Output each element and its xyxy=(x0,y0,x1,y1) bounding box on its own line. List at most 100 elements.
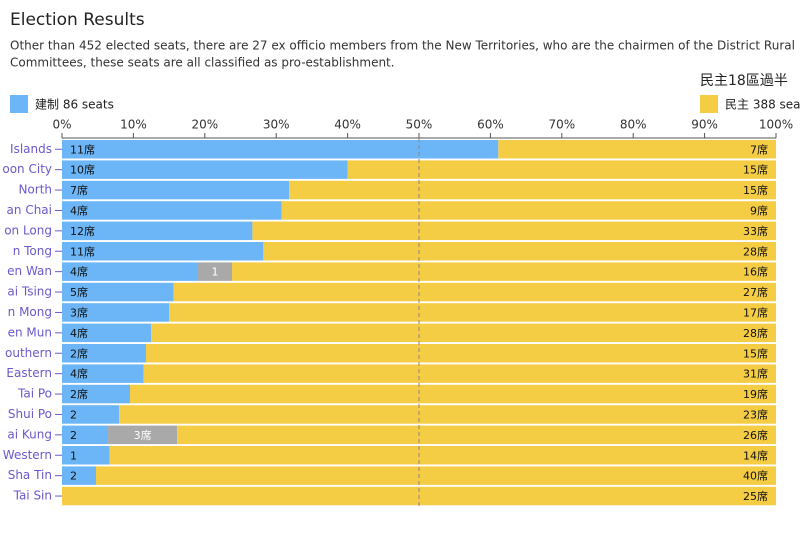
chart-title: Election Results xyxy=(10,10,145,30)
x-tick-label: 30% xyxy=(263,118,290,132)
bar-segment xyxy=(109,446,777,465)
y-tick-label: outhern xyxy=(5,346,52,360)
bar-segment xyxy=(62,201,282,220)
data-label: 28席 xyxy=(743,244,768,258)
bar-segment xyxy=(62,303,170,322)
bar-segment xyxy=(62,140,499,159)
legend-label: 建制 86 seats xyxy=(35,98,114,112)
data-label: 19席 xyxy=(743,387,768,401)
legend-swatch xyxy=(700,95,718,113)
legend-swatch xyxy=(10,95,28,113)
bar-segment xyxy=(151,323,776,343)
bar-segment xyxy=(108,425,178,445)
bar-segment xyxy=(62,405,120,424)
y-tick-label: Tai Sin xyxy=(13,489,52,503)
data-label: 12席 xyxy=(70,224,95,238)
y-tick-label: an Chai xyxy=(7,203,52,217)
data-label: 7席 xyxy=(750,142,768,156)
bar-segment xyxy=(62,160,348,179)
y-tick-label: en Mun xyxy=(8,325,52,339)
bar-segment xyxy=(62,180,290,200)
data-label: 15席 xyxy=(743,346,768,360)
bar-segment xyxy=(177,425,777,445)
bar-segment xyxy=(62,282,174,302)
bar-segment xyxy=(232,262,776,281)
data-label: 4席 xyxy=(70,203,88,217)
data-label: 10席 xyxy=(70,163,95,177)
bar-segment xyxy=(173,282,776,302)
subtitle: Committees, these seats are all classifi… xyxy=(10,56,395,70)
data-label: 15席 xyxy=(743,183,768,197)
data-label: 1 xyxy=(212,266,219,279)
data-label: 26席 xyxy=(743,428,768,442)
data-label: 31席 xyxy=(743,367,768,381)
data-label: 2 xyxy=(70,408,77,421)
data-label: 11席 xyxy=(70,244,95,258)
y-tick-label: Western xyxy=(3,448,52,462)
bar-segment xyxy=(119,405,777,424)
x-tick-label: 20% xyxy=(191,118,218,132)
y-tick-label: Tai Po xyxy=(17,387,52,401)
data-label: 2 xyxy=(70,429,77,442)
legend-title: 民主18區過半 xyxy=(700,73,788,89)
bar-segment xyxy=(62,323,152,343)
x-tick-label: 70% xyxy=(548,118,575,132)
x-tick-label: 10% xyxy=(120,118,147,132)
y-tick-label: Sha Tin xyxy=(8,468,52,482)
data-label: 3席 xyxy=(70,305,88,319)
bar-segment xyxy=(281,201,776,220)
data-label: 40席 xyxy=(743,469,768,483)
x-tick-label: 90% xyxy=(691,118,718,132)
bar-segment xyxy=(62,446,110,465)
data-label: 1 xyxy=(70,449,77,462)
x-tick-label: 50% xyxy=(406,118,433,132)
data-label: 15席 xyxy=(743,163,768,177)
bar-segment xyxy=(62,344,146,363)
y-tick-label: North xyxy=(18,183,52,197)
y-tick-label: Eastern xyxy=(6,366,52,380)
bar-segment xyxy=(62,221,253,241)
bar-segment xyxy=(143,364,777,383)
bar-segment xyxy=(62,384,130,404)
bar-segment xyxy=(347,160,776,179)
bar-segment xyxy=(62,364,144,383)
bar-segment xyxy=(146,344,776,363)
bar-segment xyxy=(263,242,776,261)
y-tick-label: en Wan xyxy=(7,264,52,278)
data-label: 27席 xyxy=(743,285,768,299)
data-label: 11席 xyxy=(70,142,95,156)
data-label: 2席 xyxy=(70,346,88,360)
y-tick-label: Shui Po xyxy=(8,407,52,421)
x-tick-label: 100% xyxy=(759,118,793,132)
bar-segment xyxy=(96,466,776,485)
data-label: 3席 xyxy=(134,428,152,442)
data-label: 7席 xyxy=(70,183,88,197)
x-tick-label: 40% xyxy=(334,118,361,132)
y-tick-label: ai Kung xyxy=(7,427,52,441)
y-tick-label: Islands xyxy=(10,142,52,156)
y-tick-label: on Long xyxy=(4,223,52,237)
data-label: 4席 xyxy=(70,265,88,279)
bar-segment xyxy=(130,384,776,404)
data-label: 16席 xyxy=(743,265,768,279)
bar-segment xyxy=(498,140,776,159)
data-label: 4席 xyxy=(70,367,88,381)
legend-label: 民主 388 sea xyxy=(725,98,800,112)
data-label: 33席 xyxy=(743,224,768,238)
bar-segment xyxy=(62,242,264,261)
data-label: 2席 xyxy=(70,387,88,401)
bar-segment xyxy=(62,425,109,445)
bar-segment xyxy=(289,180,776,200)
bar-segment xyxy=(62,466,96,485)
y-tick-label: n Mong xyxy=(8,305,52,319)
data-label: 5席 xyxy=(70,285,88,299)
x-tick-label: 80% xyxy=(620,118,647,132)
bar-segment xyxy=(62,262,198,281)
y-tick-label: n Tong xyxy=(13,244,52,258)
bar-segment xyxy=(198,262,232,281)
bar-segment xyxy=(169,303,777,322)
x-tick-label: 0% xyxy=(52,118,71,132)
data-label: 14席 xyxy=(743,448,768,462)
data-label: 2 xyxy=(70,470,77,483)
